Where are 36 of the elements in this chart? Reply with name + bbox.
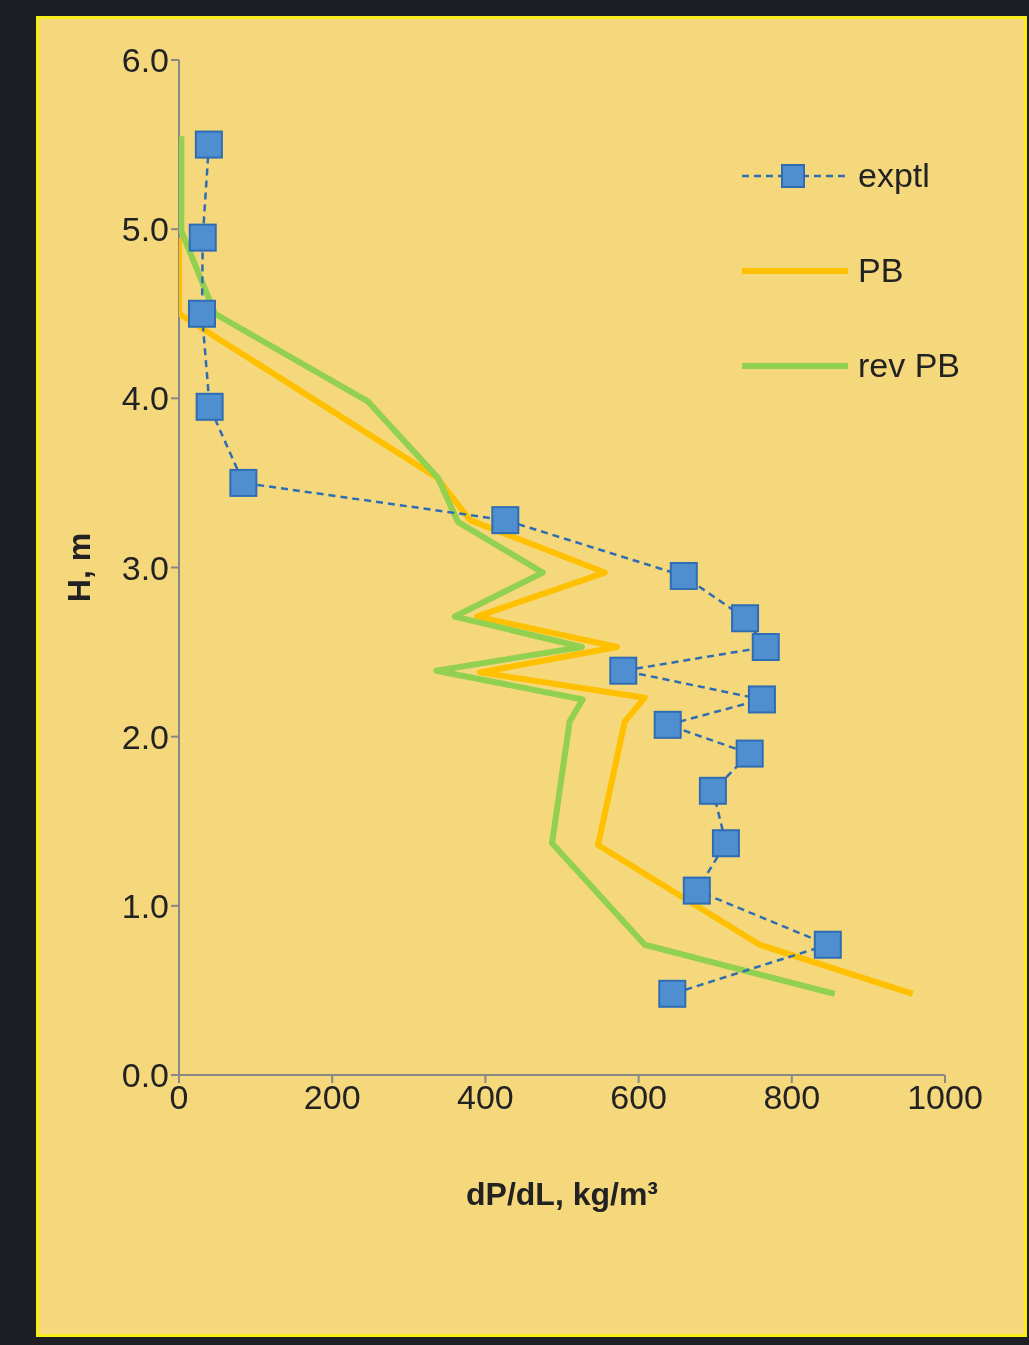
point [747,685,776,714]
y-tick-label: 2.0 [121,717,169,756]
point [188,223,217,252]
point [731,604,760,633]
x-axis-title: dP/dL, kg/m³ [466,1176,658,1212]
point [813,930,842,959]
x-tick-label: 400 [457,1078,514,1117]
y-tick-label: 5.0 [121,210,169,249]
point [711,829,740,858]
y-tick-label: 1.0 [121,886,169,925]
point [682,876,711,905]
point [194,130,223,159]
point [195,392,224,421]
legend-label: rev PB [858,346,961,385]
point [187,299,216,328]
point [653,710,682,739]
point [491,506,520,535]
point [751,633,780,662]
x-tick-label: 200 [303,1078,361,1117]
point [658,979,687,1008]
legend-label: PB [858,251,904,290]
y-tick-label: 3.0 [121,548,169,587]
point [735,739,764,768]
y-axis-title: H, m [61,532,98,603]
legend-label: exptl [858,156,930,195]
y-tick-label: 4.0 [121,379,169,418]
point [609,656,638,685]
y-tick-label: 6.0 [121,41,169,80]
y-tick-label: 0.0 [121,1056,169,1095]
x-tick-label: 0 [169,1078,189,1117]
x-tick-label: 800 [763,1078,821,1117]
point [698,776,727,805]
point [669,561,698,590]
x-tick-label: 600 [610,1078,667,1117]
x-tick-label: 1000 [907,1078,983,1117]
point [229,468,258,497]
